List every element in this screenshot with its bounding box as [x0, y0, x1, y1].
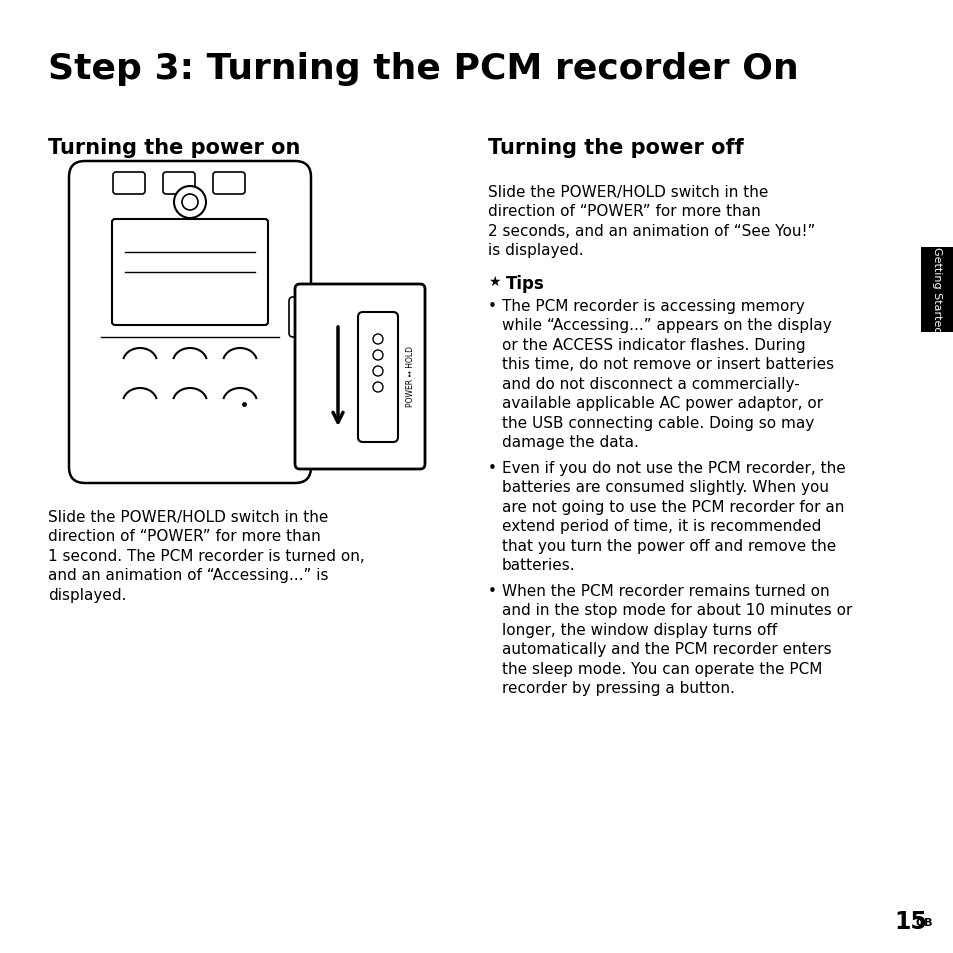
Text: When the PCM recorder remains turned on: When the PCM recorder remains turned on [501, 583, 829, 598]
Text: direction of “POWER” for more than: direction of “POWER” for more than [488, 204, 760, 219]
FancyBboxPatch shape [294, 285, 424, 470]
Text: The PCM recorder is accessing memory: The PCM recorder is accessing memory [501, 298, 804, 314]
FancyBboxPatch shape [112, 220, 268, 326]
Text: Getting Started: Getting Started [931, 247, 941, 333]
Text: Turning the power off: Turning the power off [488, 138, 743, 158]
FancyBboxPatch shape [213, 172, 245, 194]
Text: batteries.: batteries. [501, 558, 575, 573]
Text: is displayed.: is displayed. [488, 243, 583, 258]
FancyBboxPatch shape [112, 172, 145, 194]
Text: Slide the POWER/HOLD switch in the: Slide the POWER/HOLD switch in the [488, 185, 767, 200]
FancyBboxPatch shape [357, 313, 397, 442]
Text: ★: ★ [488, 274, 500, 289]
Text: and do not disconnect a commercially-: and do not disconnect a commercially- [501, 376, 799, 392]
Text: 15: 15 [893, 909, 926, 933]
Text: GB: GB [915, 917, 933, 927]
Text: or the ACCESS indicator flashes. During: or the ACCESS indicator flashes. During [501, 337, 804, 353]
Text: damage the data.: damage the data. [501, 435, 639, 450]
FancyBboxPatch shape [69, 162, 311, 483]
Text: and an animation of “Accessing...” is: and an animation of “Accessing...” is [48, 568, 328, 583]
Text: 1 second. The PCM recorder is turned on,: 1 second. The PCM recorder is turned on, [48, 548, 364, 563]
Text: Tips: Tips [505, 274, 544, 293]
Bar [920, 248, 953, 333]
Text: 2 seconds, and an animation of “See You!”: 2 seconds, and an animation of “See You!… [488, 224, 815, 239]
Text: the USB connecting cable. Doing so may: the USB connecting cable. Doing so may [501, 416, 814, 431]
Text: •: • [488, 298, 497, 314]
Text: displayed.: displayed. [48, 587, 127, 602]
Text: Slide the POWER/HOLD switch in the: Slide the POWER/HOLD switch in the [48, 510, 328, 524]
Text: •: • [488, 583, 497, 598]
Text: •: • [488, 460, 497, 476]
Text: available applicable AC power adaptor, or: available applicable AC power adaptor, o… [501, 396, 822, 411]
Circle shape [373, 351, 382, 360]
Text: longer, the window display turns off: longer, the window display turns off [501, 622, 777, 638]
FancyBboxPatch shape [289, 297, 314, 337]
Circle shape [373, 367, 382, 376]
Text: extend period of time, it is recommended: extend period of time, it is recommended [501, 519, 821, 534]
Circle shape [173, 187, 206, 219]
Circle shape [373, 335, 382, 345]
Text: are not going to use the PCM recorder for an: are not going to use the PCM recorder fo… [501, 499, 843, 515]
FancyBboxPatch shape [163, 172, 194, 194]
Text: Even if you do not use the PCM recorder, the: Even if you do not use the PCM recorder,… [501, 460, 845, 476]
Text: that you turn the power off and remove the: that you turn the power off and remove t… [501, 538, 836, 554]
Text: this time, do not remove or insert batteries: this time, do not remove or insert batte… [501, 357, 833, 372]
Circle shape [373, 382, 382, 393]
Text: batteries are consumed slightly. When you: batteries are consumed slightly. When yo… [501, 480, 828, 495]
Text: Turning the power on: Turning the power on [48, 138, 300, 158]
Text: direction of “POWER” for more than: direction of “POWER” for more than [48, 529, 320, 544]
Text: Step 3: Turning the PCM recorder On: Step 3: Turning the PCM recorder On [48, 52, 798, 86]
Text: POWER ↔ HOLD: POWER ↔ HOLD [406, 346, 416, 407]
Text: recorder by pressing a button.: recorder by pressing a button. [501, 680, 734, 696]
Text: the sleep mode. You can operate the PCM: the sleep mode. You can operate the PCM [501, 661, 821, 677]
Text: and in the stop mode for about 10 minutes or: and in the stop mode for about 10 minute… [501, 603, 851, 618]
Text: while “Accessing...” appears on the display: while “Accessing...” appears on the disp… [501, 318, 831, 334]
Text: automatically and the PCM recorder enters: automatically and the PCM recorder enter… [501, 641, 831, 657]
Circle shape [182, 194, 198, 211]
